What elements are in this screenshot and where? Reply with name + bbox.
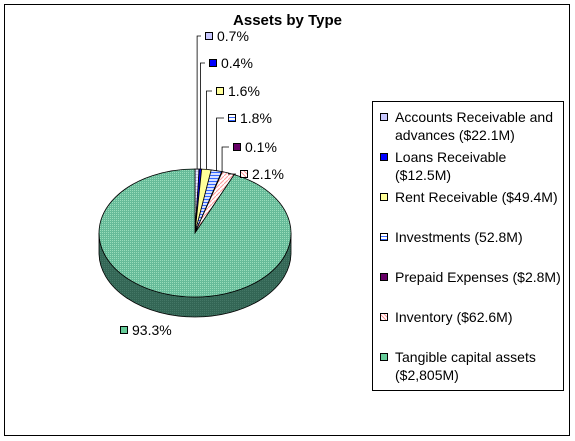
legend-label: Rent Receivable ($49.4M)	[395, 189, 558, 205]
legend: Accounts Receivable and advances ($22.1M…	[372, 101, 564, 391]
legend-swatch	[380, 113, 388, 121]
data-label-swatch	[120, 326, 128, 334]
data-label-text: 0.7%	[217, 28, 249, 44]
data-label-text: 93.3%	[132, 322, 172, 338]
legend-label: Accounts Receivable and advances ($22.1M…	[395, 109, 553, 143]
data-label-text: 2.1%	[252, 166, 284, 182]
legend-swatch	[380, 353, 388, 361]
legend-swatch	[380, 193, 388, 201]
leader-line	[196, 35, 201, 170]
legend-swatch	[380, 313, 388, 321]
data-label-text: 0.1%	[245, 139, 277, 155]
data-label-swatch	[233, 143, 241, 151]
leader-line	[216, 117, 224, 171]
pie-leader-lines	[196, 35, 236, 175]
pie-top	[98, 168, 292, 298]
data-label-swatch	[240, 170, 248, 178]
leader-line	[221, 146, 229, 172]
legend-swatch	[380, 273, 388, 281]
legend-label: Tangible capital assets ($2,805M)	[395, 349, 536, 383]
legend-swatch	[380, 233, 388, 241]
leader-line	[206, 90, 212, 170]
legend-swatch	[380, 153, 388, 161]
legend-label: Inventory ($62.6M)	[395, 309, 513, 325]
pie-slice-tangible-capital-assets	[98, 168, 292, 298]
legend-label: Loans Receivable ($12.5M)	[395, 149, 507, 183]
data-label-text: 0.4%	[221, 55, 253, 71]
data-label-text: 1.8%	[240, 110, 272, 126]
data-label-swatch	[209, 59, 217, 67]
data-label-text: 1.6%	[228, 83, 260, 99]
data-label-swatch	[228, 114, 236, 122]
leader-line	[227, 172, 236, 175]
leader-line	[200, 62, 205, 170]
data-label-swatch	[216, 87, 224, 95]
data-label-swatch	[205, 32, 213, 40]
legend-label: Prepaid Expenses ($2.8M)	[395, 269, 561, 285]
legend-label: Investments (52.8M)	[395, 229, 523, 245]
